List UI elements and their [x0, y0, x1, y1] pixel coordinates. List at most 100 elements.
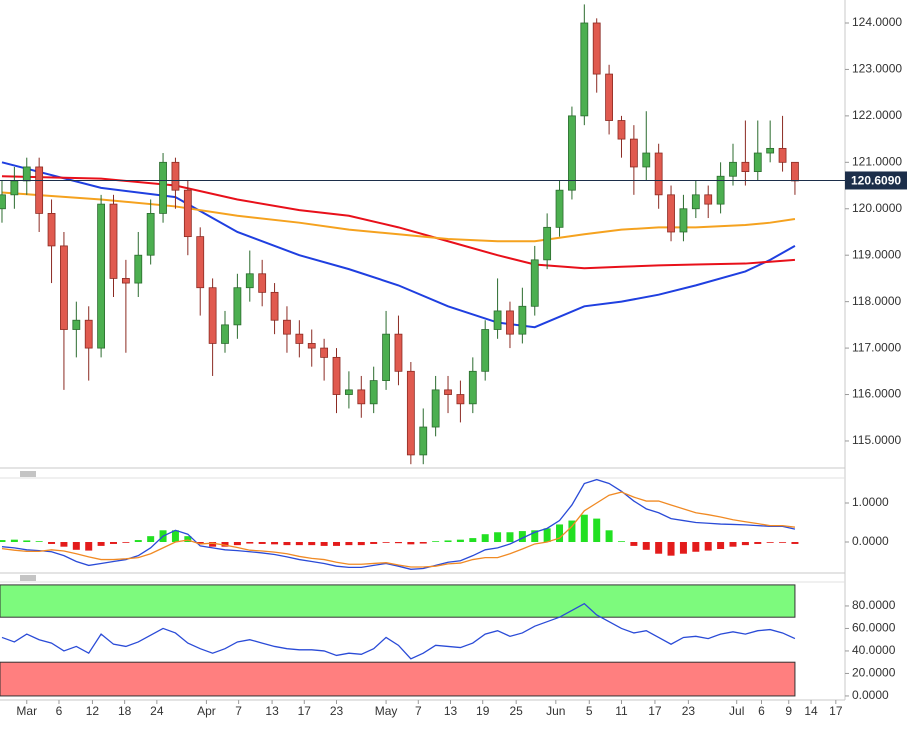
histogram-bar — [72, 542, 80, 550]
x-tick-label: 11 — [615, 704, 628, 718]
candle-body — [109, 203, 118, 279]
y-tick-label: 124.0000 — [852, 15, 902, 29]
candle-body — [196, 236, 205, 289]
histogram-bar — [556, 524, 564, 543]
histogram-bar — [531, 530, 539, 543]
histogram-bar — [295, 542, 303, 546]
histogram-bar — [23, 540, 31, 543]
x-tick-label: 6 — [758, 704, 765, 718]
histogram-bar — [221, 542, 229, 547]
x-tick-label: 18 — [118, 704, 132, 718]
histogram-bar — [35, 541, 43, 543]
candle-body — [320, 347, 329, 358]
candle-body — [753, 152, 762, 173]
x-tick-label: Jul — [729, 704, 744, 718]
histogram-bar — [196, 542, 204, 544]
histogram-bar — [630, 542, 638, 546]
x-tick-label: 13 — [444, 704, 458, 718]
macd-line — [1, 491, 796, 568]
candle-body — [357, 389, 366, 405]
candle-body — [629, 138, 638, 168]
candle-body — [121, 278, 130, 284]
y-tick-label: 0.0000 — [852, 688, 889, 702]
candle-body — [419, 426, 428, 456]
x-tick-label: 5 — [586, 704, 593, 718]
y-tick-label: 116.0000 — [852, 387, 901, 401]
candle-body — [159, 161, 167, 214]
candle-body — [171, 161, 180, 191]
x-tick-label: 7 — [415, 704, 422, 718]
histogram-bar — [308, 542, 316, 546]
candle-body — [60, 245, 68, 330]
y-tick-label: 115.0000 — [852, 433, 901, 447]
x-tick-label: 6 — [56, 704, 63, 718]
candle-body — [10, 180, 19, 196]
candle-body — [97, 203, 106, 349]
histogram-bar — [0, 540, 6, 543]
histogram-bar — [704, 542, 712, 551]
histogram-bar — [271, 542, 279, 545]
histogram-bar — [729, 542, 737, 547]
histogram-bar — [655, 542, 663, 554]
candle-body — [679, 208, 688, 233]
panel-handle[interactable] — [20, 471, 36, 477]
histogram-bar — [506, 532, 514, 543]
candle-body — [493, 310, 502, 330]
histogram-bar — [382, 542, 390, 543]
histogram-bar — [258, 542, 266, 544]
histogram-bar — [419, 542, 427, 544]
candle-body — [221, 324, 229, 344]
histogram-bar — [60, 542, 68, 547]
y-tick-label: 122.0000 — [852, 108, 902, 122]
candle-body — [84, 319, 93, 349]
candle-body — [183, 189, 192, 238]
moving-average — [1, 175, 796, 270]
x-tick-label: Jun — [546, 704, 565, 718]
candle-body — [0, 194, 6, 210]
histogram-bar — [134, 540, 142, 543]
histogram-bar — [246, 542, 254, 544]
histogram-bar — [605, 530, 613, 543]
y-tick-label: 117.0000 — [852, 340, 901, 354]
y-tick-label: 120.0000 — [852, 201, 902, 215]
candle-body — [778, 147, 787, 163]
candle-body — [22, 166, 31, 182]
x-tick-label: 12 — [86, 704, 100, 718]
histogram-bar — [456, 539, 464, 543]
candle-body — [617, 120, 626, 140]
candle-body — [258, 273, 267, 293]
candle-body — [592, 22, 601, 75]
rsi-line — [1, 602, 796, 660]
histogram-bar — [543, 528, 551, 543]
y-tick-label: 60.0000 — [852, 621, 896, 635]
x-tick-label: 9 — [785, 704, 792, 718]
histogram-bar — [679, 542, 687, 554]
candle-body — [406, 370, 415, 456]
histogram-bar — [320, 542, 328, 546]
candle-body — [667, 194, 675, 233]
histogram-bar — [667, 542, 675, 556]
histogram-bar — [717, 542, 725, 550]
x-tick-label: 13 — [265, 704, 279, 718]
histogram-bar — [779, 542, 787, 543]
candle-body — [704, 194, 713, 205]
candle-body — [518, 305, 527, 335]
candle-body — [766, 147, 775, 154]
moving-average — [1, 191, 796, 243]
y-tick-label: 80.0000 — [852, 598, 896, 612]
candle-body — [332, 356, 341, 395]
candle-body — [568, 115, 576, 191]
panel — [0, 478, 799, 570]
histogram-bar — [754, 542, 762, 544]
candle-body — [741, 161, 750, 173]
x-tick-label: May — [375, 704, 398, 718]
x-tick-label: 23 — [682, 704, 696, 718]
panel-handle[interactable] — [20, 575, 36, 581]
candle-body — [642, 152, 651, 168]
candle-body — [369, 380, 378, 405]
histogram-bar — [469, 538, 477, 543]
candle-body — [72, 319, 81, 330]
histogram-bar — [122, 542, 130, 543]
